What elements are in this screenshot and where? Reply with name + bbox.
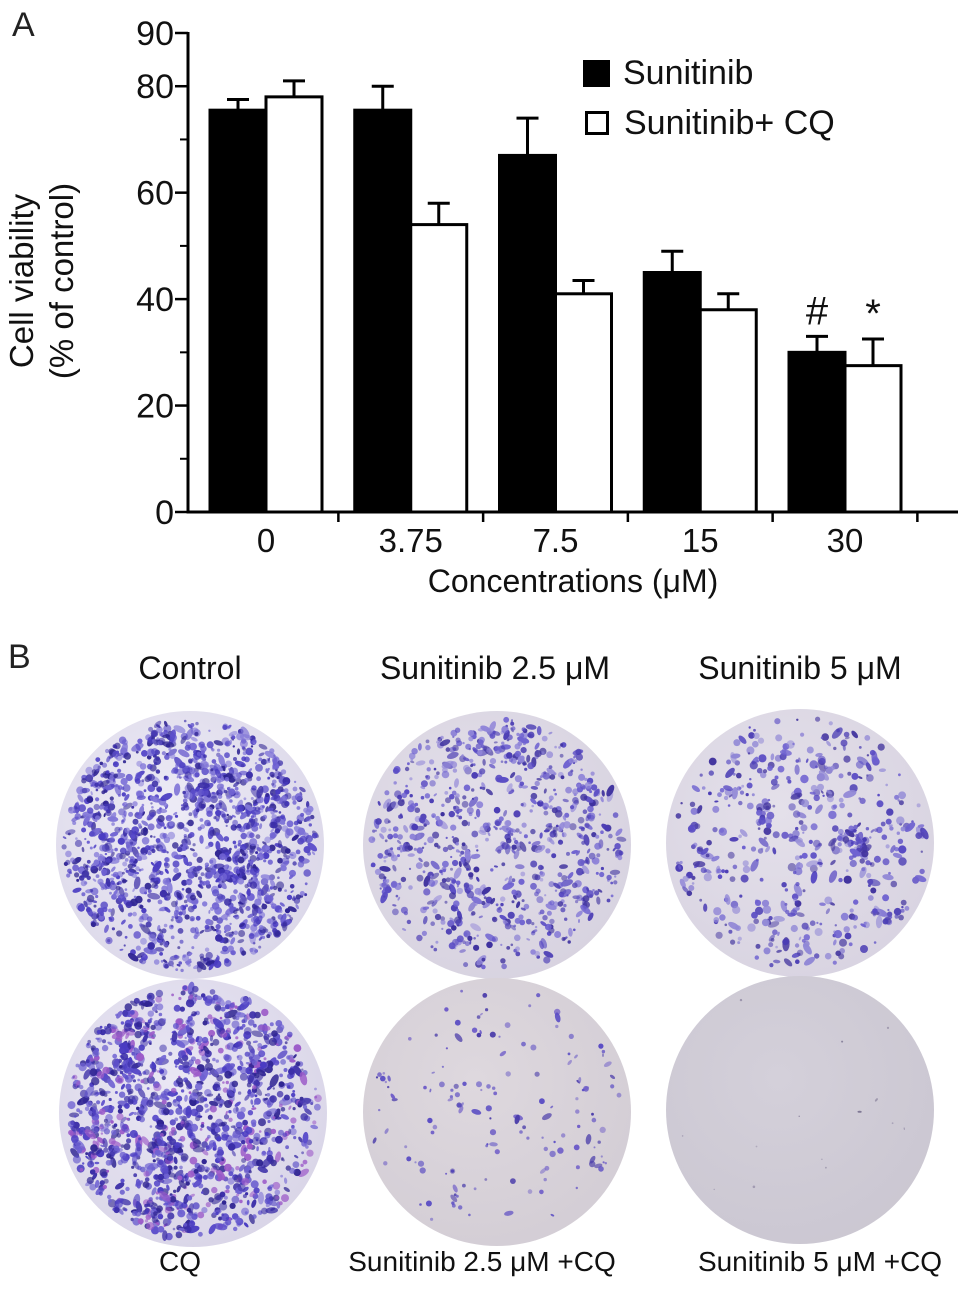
open-square-swatch-icon: [585, 111, 609, 135]
x-tick-label: 30: [827, 522, 864, 559]
legend-item-sunitinib: Sunitinib: [583, 53, 835, 92]
viability-bar-chart: 0 20 40 60 80 90 # * 0 3.75 7.5 15 30: [136, 15, 958, 559]
legend-label-sunitinib: Sunitinib: [623, 53, 754, 92]
bar-sunitinib-cq-3.75: [409, 223, 469, 514]
y-tick-label: 90: [136, 15, 174, 53]
panel-a: A 0 20 40 60 80 90 # * 0 3.75 7.5 15 30 Cell viabili…: [0, 0, 970, 625]
bar-sunitinib-cq-30: [843, 364, 903, 514]
dish-label-sunitinib-2-5: Sunitinib 2.5 μM: [379, 650, 611, 686]
significance-annotation: #: [806, 289, 829, 333]
bar-sunitinib-0: [208, 108, 268, 514]
colony-dish-sunitinib-5-cq: [666, 976, 934, 1244]
bar-sunitinib-30: [787, 350, 847, 514]
colony-dish-sunitinib-5: [666, 709, 934, 977]
dish-well: [363, 978, 631, 1246]
y-tick-label: 60: [136, 175, 174, 213]
significance-annotation: *: [865, 292, 881, 336]
colony-dish-sunitinib-2-5-cq: [363, 978, 631, 1246]
y-tick-label: 20: [136, 388, 174, 426]
legend-label-sunitinib-cq: Sunitinib+ CQ: [624, 103, 835, 142]
x-axis-title: Concentrations (μM): [427, 563, 719, 599]
panel-b-label: B: [8, 638, 31, 676]
x-tick-label: 15: [682, 522, 719, 559]
dish-label-cq: CQ: [159, 1246, 201, 1277]
x-tick-label: 0: [257, 522, 275, 559]
dish-label-control: Control: [138, 650, 242, 686]
bar-sunitinib-cq-15: [698, 308, 758, 514]
y-tick-label: 80: [136, 68, 174, 106]
colony-dish-control: [56, 711, 324, 979]
chart-legend: Sunitinib Sunitinib+ CQ: [583, 53, 835, 156]
legend-item-sunitinib-cq: Sunitinib+ CQ: [583, 103, 835, 142]
y-axis-title-line1: Cell viability: [3, 193, 40, 369]
bar-sunitinib-cq-7.5: [554, 292, 613, 514]
y-tick-label: 0: [155, 494, 174, 532]
y-tick-label: 40: [136, 281, 174, 319]
y-axis-title: Cell viability (% of control): [2, 126, 84, 436]
filled-square-swatch-icon: [583, 59, 610, 87]
dish-label-sunitinib-2-5-cq: Sunitinib 2.5 μM +CQ: [348, 1246, 616, 1277]
bar-sunitinib-15: [642, 271, 702, 514]
panel-b: B Control Sunitinib 2.5 μM Sunitinib 5 μ…: [0, 628, 970, 1291]
bar-sunitinib-7.5: [498, 153, 557, 514]
dish-label-sunitinib-5-cq: Sunitinib 5 μM +CQ: [697, 1246, 943, 1277]
y-axis-title-line2: (% of control): [43, 182, 80, 380]
x-tick-label: 7.5: [533, 522, 579, 559]
bar-sunitinib-3.75: [353, 108, 413, 514]
panel-a-label: A: [12, 6, 35, 44]
x-tick-label: 3.75: [379, 522, 443, 559]
bar-sunitinib-cq-0: [264, 95, 324, 514]
dish-well: [666, 976, 934, 1244]
colony-dish-sunitinib-2-5: [363, 711, 631, 979]
dish-label-sunitinib-5: Sunitinib 5 μM: [698, 650, 902, 686]
colony-dish-cq: [59, 979, 327, 1247]
